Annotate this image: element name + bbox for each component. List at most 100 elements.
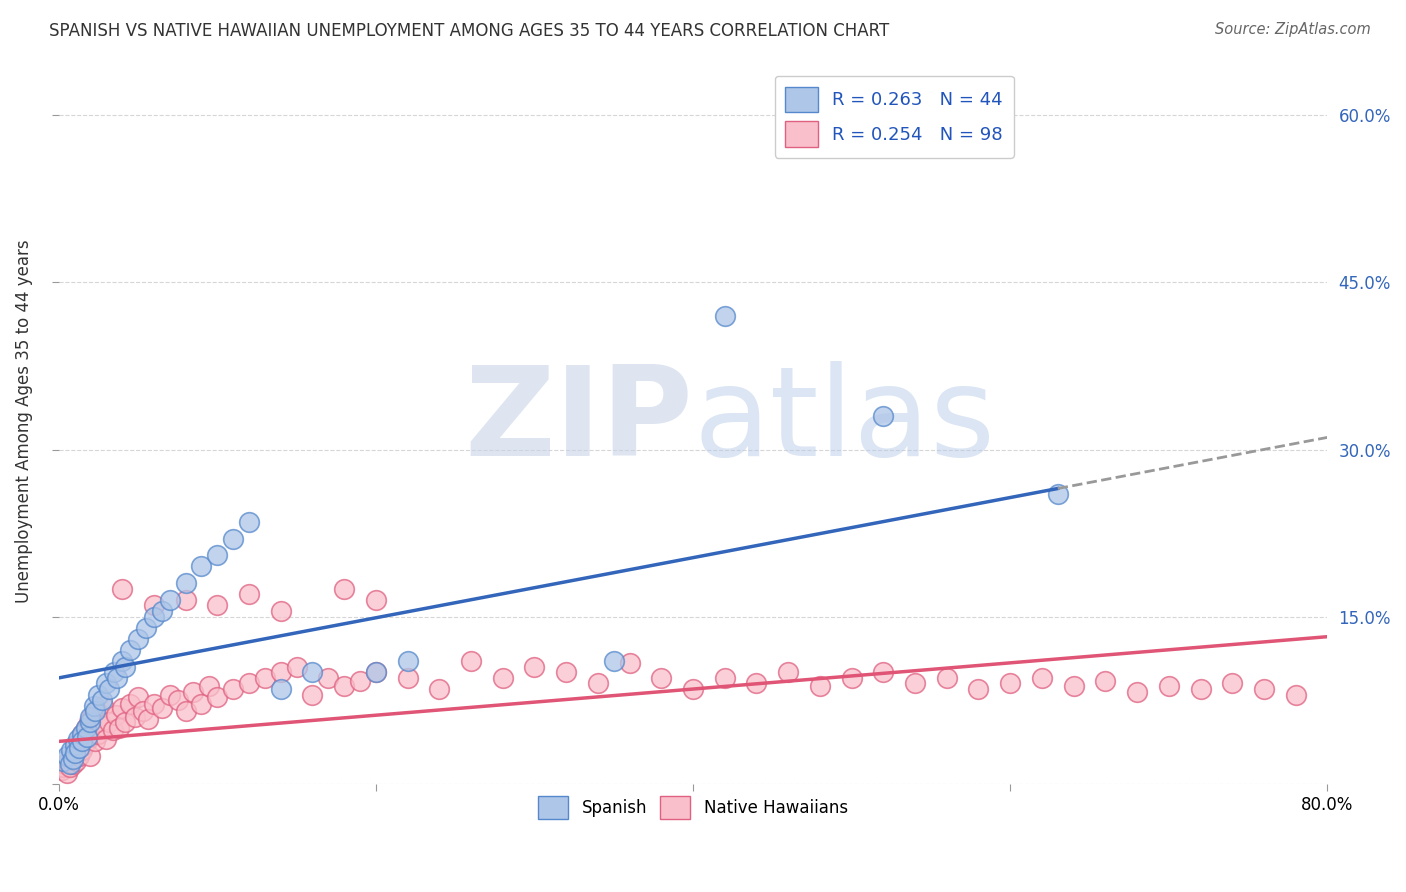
Point: [62, 756, 84, 771]
Point: [364, 593, 387, 607]
Point: [238, 515, 260, 529]
Point: [67, 748, 90, 763]
Point: [159, 593, 181, 607]
Point: [79, 715, 101, 730]
Point: [75, 721, 97, 735]
Point: [105, 671, 128, 685]
Point: [66, 738, 89, 752]
Point: [77, 715, 100, 730]
Point: [174, 576, 197, 591]
Point: [1126, 685, 1149, 699]
Point: [1220, 676, 1243, 690]
Point: [51, 764, 73, 778]
Point: [55, 748, 77, 763]
Point: [349, 674, 371, 689]
Point: [682, 681, 704, 696]
Point: [222, 681, 245, 696]
Point: [333, 679, 356, 693]
Point: [83, 698, 105, 713]
Point: [73, 738, 96, 752]
Text: SPANISH VS NATIVE HAWAIIAN UNEMPLOYMENT AMONG AGES 35 TO 44 YEARS CORRELATION CH: SPANISH VS NATIVE HAWAIIAN UNEMPLOYMENT …: [49, 22, 890, 40]
Point: [808, 679, 831, 693]
Point: [1046, 487, 1069, 501]
Point: [745, 676, 768, 690]
Point: [132, 704, 155, 718]
Point: [60, 752, 83, 766]
Point: [166, 693, 188, 707]
Point: [1000, 676, 1022, 690]
Point: [1063, 679, 1085, 693]
Point: [103, 665, 125, 680]
Point: [841, 671, 863, 685]
Point: [142, 599, 165, 613]
Point: [222, 532, 245, 546]
Point: [72, 726, 94, 740]
Point: [63, 746, 86, 760]
Y-axis label: Unemployment Among Ages 35 to 44 years: Unemployment Among Ages 35 to 44 years: [15, 240, 32, 604]
Point: [270, 665, 292, 680]
Text: ZIP: ZIP: [464, 361, 693, 483]
Point: [124, 710, 146, 724]
Point: [935, 671, 957, 685]
Point: [253, 671, 276, 685]
Point: [285, 659, 308, 673]
Point: [650, 671, 672, 685]
Point: [52, 760, 75, 774]
Point: [190, 697, 212, 711]
Point: [135, 621, 157, 635]
Point: [778, 665, 800, 680]
Point: [65, 755, 87, 769]
Point: [76, 734, 98, 748]
Point: [91, 698, 114, 713]
Point: [70, 732, 93, 747]
Point: [53, 756, 76, 771]
Legend: Spanish, Native Hawaiians: Spanish, Native Hawaiians: [531, 789, 855, 826]
Point: [63, 738, 86, 752]
Point: [316, 671, 339, 685]
Point: [207, 549, 229, 563]
Point: [603, 654, 626, 668]
Point: [52, 755, 75, 769]
Point: [270, 681, 292, 696]
Point: [114, 715, 136, 730]
Point: [59, 760, 82, 774]
Point: [142, 609, 165, 624]
Point: [96, 732, 118, 747]
Point: [190, 559, 212, 574]
Point: [111, 701, 134, 715]
Point: [114, 659, 136, 673]
Point: [150, 604, 173, 618]
Text: atlas: atlas: [693, 361, 995, 483]
Point: [79, 730, 101, 744]
Point: [142, 697, 165, 711]
Point: [174, 593, 197, 607]
Point: [79, 748, 101, 763]
Point: [60, 743, 83, 757]
Point: [83, 723, 105, 738]
Point: [301, 665, 323, 680]
Point: [159, 688, 181, 702]
Point: [111, 582, 134, 596]
Point: [86, 704, 108, 718]
Point: [90, 693, 112, 707]
Point: [238, 676, 260, 690]
Point: [63, 748, 86, 763]
Point: [1157, 679, 1180, 693]
Point: [79, 710, 101, 724]
Point: [67, 741, 90, 756]
Point: [76, 730, 98, 744]
Point: [967, 681, 990, 696]
Point: [207, 690, 229, 704]
Point: [1031, 671, 1053, 685]
Point: [301, 688, 323, 702]
Point: [198, 679, 221, 693]
Point: [713, 671, 735, 685]
Point: [872, 665, 894, 680]
Point: [127, 690, 149, 704]
Point: [270, 604, 292, 618]
Point: [523, 659, 546, 673]
Point: [104, 707, 127, 722]
Point: [1285, 688, 1308, 702]
Point: [136, 712, 159, 726]
Point: [396, 671, 419, 685]
